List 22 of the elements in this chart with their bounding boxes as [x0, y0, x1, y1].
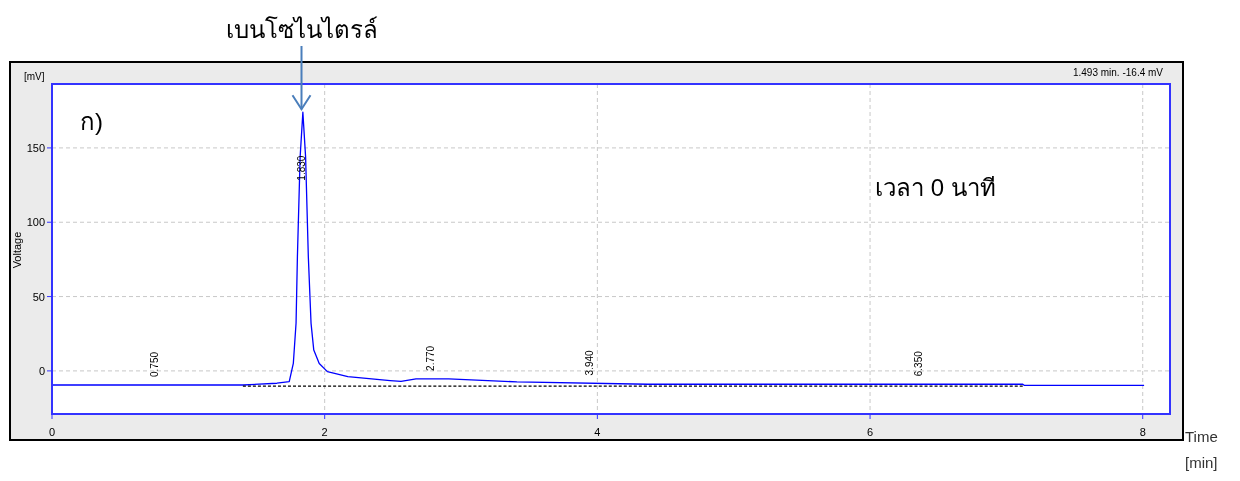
x-axis-title: Time [min]: [1185, 428, 1218, 471]
y-tick-label: 0: [38, 364, 45, 377]
annotation: เวลา 0 นาที: [875, 174, 996, 201]
text: [mV]: [24, 71, 45, 82]
y-tick-label: 150: [26, 141, 45, 154]
x-tick-label: 8: [1139, 426, 1146, 438]
annotation: 1.830: [296, 155, 308, 181]
text: 1.493 min. -16.4 mV: [1072, 67, 1164, 78]
annotation: เบนโซไนไตรล์: [225, 16, 378, 43]
annotation: 3.940: [584, 349, 596, 376]
y-axis-title: Voltage: [11, 231, 23, 269]
y-tick-label: 100: [26, 216, 45, 229]
x-tick-label: 6: [866, 426, 874, 438]
x-tick-label: 4: [594, 426, 601, 438]
annotation: 0.750: [149, 351, 161, 378]
y-tick-label: 50: [32, 290, 45, 303]
x-tick-label: 0: [48, 426, 56, 438]
x-tick-label: 2: [321, 426, 328, 438]
annotation: 6.350: [912, 350, 924, 377]
line-series: [51, 111, 1145, 386]
annotation: ก): [80, 108, 103, 135]
annotation: 2.770: [424, 345, 436, 371]
